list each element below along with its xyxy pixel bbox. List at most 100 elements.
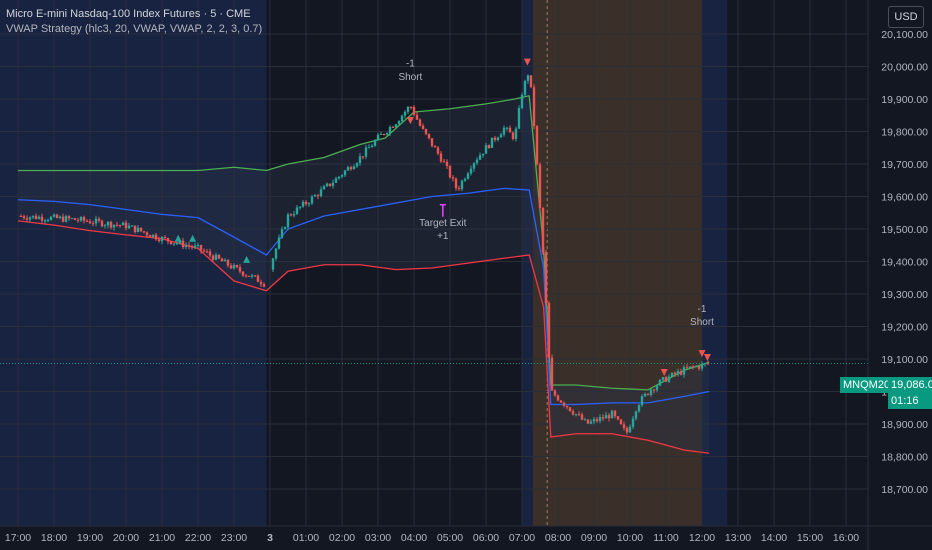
time-tick-label: 17:00 (5, 532, 31, 544)
candle-body (598, 417, 602, 422)
price-axis[interactable]: 20,100.00 20,000.00 19,900.00 19,800.00 19,7… (868, 0, 932, 550)
candle-body (424, 128, 428, 134)
candle-body (697, 366, 701, 369)
time-tick-label: 05:00 (437, 532, 463, 544)
candle-body (370, 145, 374, 148)
candle-body (22, 216, 26, 219)
candle-body (652, 389, 656, 391)
price-tick-label: 19,200.00 (881, 322, 928, 334)
candle-body (103, 225, 107, 227)
candle-body (637, 405, 641, 412)
candle-body (670, 372, 674, 377)
candle-body (286, 214, 290, 228)
candle-body (124, 222, 128, 229)
candle-body (433, 146, 437, 148)
candle-body (154, 234, 158, 240)
candle-body (61, 216, 65, 222)
candle-body (622, 424, 626, 429)
candle-body (541, 208, 545, 253)
candle-body (457, 188, 461, 190)
candle-body (190, 246, 194, 248)
time-tick-label: 18:00 (41, 532, 67, 544)
candle-body (475, 159, 479, 164)
candle-body (445, 161, 449, 166)
candle-body (583, 419, 587, 421)
candle-body (568, 407, 572, 412)
candle-body (619, 419, 623, 425)
candle-body (472, 163, 476, 169)
candle-body (64, 216, 68, 222)
candle-body (76, 219, 80, 221)
candle-body (109, 221, 113, 228)
candle-body (184, 245, 188, 248)
candle-body (613, 410, 617, 417)
price-tick-label: 18,700.00 (881, 484, 928, 496)
candle-body (157, 239, 161, 242)
candle-body (466, 173, 470, 179)
currency-button[interactable]: USD (888, 6, 924, 28)
candle-body (571, 411, 575, 415)
time-tick-label: 3 (267, 532, 273, 544)
symbol-title[interactable]: Micro E-mini Nasdaq-100 Index Futures · … (6, 8, 251, 20)
band-fill (18, 95, 710, 454)
candle-body (409, 106, 413, 108)
candle-body (607, 415, 611, 419)
candle-body (403, 111, 407, 116)
candle-body (523, 80, 527, 95)
candle-body (211, 255, 215, 260)
candle-body (43, 220, 47, 222)
candle-body (280, 229, 284, 238)
candle-body (277, 237, 281, 249)
candle-body (259, 282, 263, 285)
candle-body (172, 243, 176, 245)
session-shade-region (702, 0, 728, 526)
price-tick-label: 19,600.00 (881, 192, 928, 204)
candle-body (421, 125, 425, 129)
candle-body (136, 227, 140, 232)
grid-lines (0, 0, 868, 526)
candle-body (250, 275, 254, 277)
candle-body (487, 145, 491, 148)
indicator-label[interactable]: VWAP Strategy (hlc3, 20, VWAP, VWAP, 2, … (6, 23, 263, 35)
candle-body (706, 363, 710, 365)
candle-body (340, 175, 344, 177)
candle-body (673, 372, 677, 375)
candle-body (700, 363, 704, 369)
candle-body (88, 221, 92, 224)
candle-body (73, 218, 77, 220)
candle-body (478, 155, 482, 160)
candle-body (511, 132, 515, 140)
candle-body (502, 127, 506, 135)
candle-body (625, 428, 629, 433)
candle-body (517, 108, 521, 129)
candle-body (274, 248, 278, 259)
price-tick-label: 18,900.00 (881, 419, 928, 431)
price-tick-label: 19,900.00 (881, 94, 928, 106)
time-tick-label: 19:00 (77, 532, 103, 544)
candle-body (67, 216, 71, 219)
candle-body (694, 366, 698, 368)
long-signal-arrow (243, 255, 251, 263)
candle-body (196, 244, 200, 246)
trade-annotation-label: -1 (698, 304, 707, 315)
candle-body (439, 153, 443, 162)
candle-body (25, 218, 29, 220)
trade-annotation-label: Short (398, 72, 422, 83)
candle-body (688, 366, 692, 368)
candle-body (451, 177, 455, 179)
candle-body (100, 220, 104, 227)
short-signal-arrow (406, 117, 414, 125)
time-tick-label: 20:00 (113, 532, 139, 544)
candle-body (658, 379, 662, 386)
candle-body (34, 215, 38, 219)
time-tick-label: 15:00 (797, 532, 823, 544)
candle-body (121, 222, 125, 226)
price-tick-label: 20,100.00 (881, 29, 928, 41)
candle-body (586, 419, 590, 424)
candle-body (202, 250, 206, 252)
candle-body (127, 225, 131, 229)
candle-body (385, 133, 389, 135)
candle-body (493, 137, 497, 140)
